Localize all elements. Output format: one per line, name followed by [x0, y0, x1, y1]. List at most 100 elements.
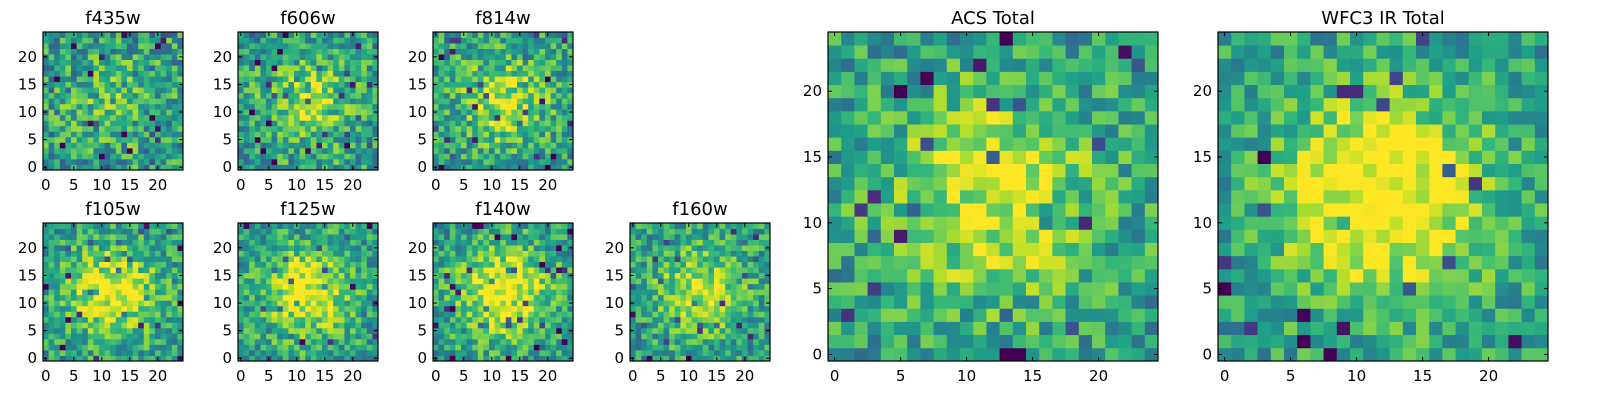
heatmap-cell	[500, 283, 507, 290]
heatmap-cell	[338, 125, 345, 132]
heatmap-cell	[71, 65, 77, 72]
heatmap-cell	[522, 316, 529, 323]
heatmap-cell	[920, 163, 934, 178]
heatmap-cell	[1092, 163, 1106, 178]
heatmap-cell	[533, 125, 540, 132]
heatmap-cell	[76, 239, 83, 246]
heatmap-cell	[933, 189, 948, 204]
heatmap-cell	[282, 98, 289, 105]
heatmap-cell	[243, 223, 250, 229]
heatmap-cell	[505, 322, 512, 329]
heatmap-cell	[282, 59, 289, 66]
heatmap-cell	[1078, 295, 1093, 309]
heatmap-cell	[65, 300, 72, 307]
heatmap-cell	[238, 153, 244, 160]
heatmap-cell	[545, 294, 551, 301]
heatmap-cell	[920, 176, 934, 191]
heatmap-cell	[494, 333, 501, 340]
heatmap-cell	[76, 289, 83, 296]
heatmap-cell	[455, 136, 462, 143]
heatmap-cell	[260, 131, 267, 138]
heatmap-cell	[444, 316, 451, 323]
heatmap-cell	[517, 37, 523, 44]
heatmap-cell	[646, 228, 653, 235]
heatmap-cell	[758, 294, 765, 301]
heatmap-cell	[472, 109, 479, 116]
heatmap-cell	[171, 65, 178, 72]
heatmap-cell	[177, 37, 184, 44]
heatmap-cell	[93, 278, 100, 285]
heatmap-cell	[316, 267, 323, 274]
heatmap-cell	[65, 158, 72, 165]
heatmap-cell	[372, 311, 379, 318]
heatmap-cell	[243, 131, 250, 138]
heatmap-cell	[143, 76, 150, 83]
heatmap-cell	[736, 278, 743, 285]
heatmap-cell	[466, 48, 473, 55]
heatmap-cell	[494, 272, 501, 279]
heatmap-cell	[500, 147, 507, 154]
heatmap-cell	[254, 54, 261, 60]
heatmap-cell	[652, 228, 659, 235]
heatmap-cell	[708, 245, 715, 251]
heatmap-cell	[444, 256, 451, 263]
heatmap-cell	[539, 59, 546, 66]
heatmap-cell	[294, 322, 300, 329]
heatmap-cell	[489, 48, 495, 55]
heatmap-cell	[702, 228, 709, 235]
heatmap-cell	[316, 70, 323, 77]
heatmap-cell	[322, 48, 328, 55]
heatmap-cell	[472, 65, 479, 72]
heatmap-cell	[166, 322, 173, 329]
heatmap-cell	[110, 245, 117, 251]
heatmap-cell	[271, 65, 278, 72]
heatmap-cell	[54, 283, 61, 290]
heatmap-cell	[1131, 203, 1146, 217]
heatmap-cell	[355, 158, 362, 165]
heatmap-cell	[539, 114, 546, 121]
heatmap-cell	[260, 158, 267, 165]
heatmap-cell	[674, 355, 681, 362]
heatmap-cell	[1078, 255, 1093, 270]
heatmap-cell	[880, 203, 895, 217]
heatmap-cell	[71, 311, 77, 318]
heatmap-cell	[277, 228, 284, 235]
heatmap-cell	[1144, 347, 1159, 362]
heatmap-cell	[277, 305, 284, 312]
heatmap-cell	[115, 147, 122, 154]
heatmap-cell	[489, 234, 495, 240]
heatmap-cell	[344, 300, 351, 307]
heatmap-cell	[299, 98, 306, 105]
heatmap-cell	[747, 327, 754, 334]
heatmap-cell	[104, 316, 111, 323]
heatmap-cell	[249, 338, 256, 345]
heatmap-cell	[494, 76, 501, 83]
heatmap-cell	[76, 256, 83, 263]
heatmap-cell	[742, 267, 748, 274]
heatmap-cell	[138, 327, 145, 334]
heatmap-cell	[522, 131, 529, 138]
heatmap-cell	[946, 150, 961, 164]
heatmap-cell	[361, 164, 368, 171]
heatmap-cell	[658, 322, 664, 329]
heatmap-cell	[54, 256, 61, 263]
heatmap-cell	[149, 131, 156, 138]
heatmap-cell	[333, 147, 340, 154]
heatmap-cell	[43, 294, 49, 301]
heatmap-cell	[680, 305, 687, 312]
heatmap-cell	[455, 278, 462, 285]
heatmap-cell	[288, 311, 295, 318]
heatmap-cell	[539, 153, 546, 160]
heatmap-cell	[517, 278, 523, 285]
heatmap-cell	[266, 37, 272, 44]
heatmap-cell	[372, 283, 379, 290]
heatmap-cell	[708, 311, 715, 318]
heatmap-cell	[361, 125, 368, 132]
heatmap-cell	[48, 355, 55, 362]
heatmap-cell	[444, 120, 451, 127]
heatmap-cell	[550, 223, 557, 229]
heatmap-cell	[82, 48, 89, 55]
heatmap-cell	[764, 349, 771, 356]
heatmap-cell	[494, 147, 501, 154]
heatmap-cell	[266, 245, 272, 251]
